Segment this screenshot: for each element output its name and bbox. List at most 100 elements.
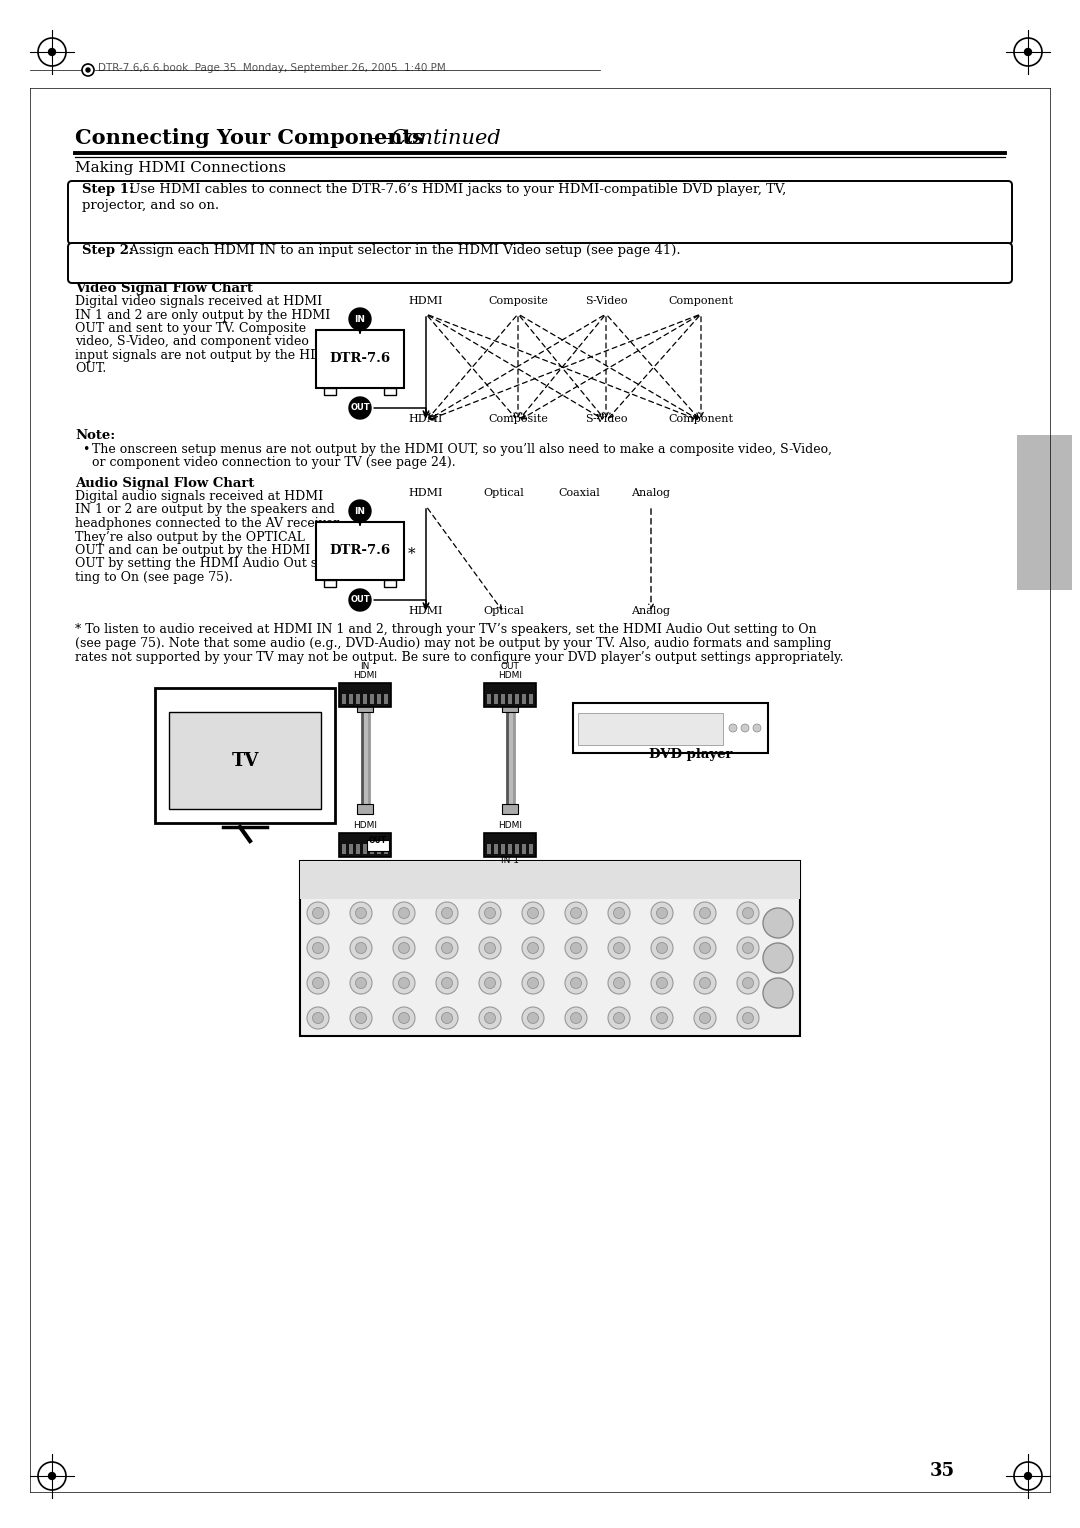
Circle shape: [393, 1007, 415, 1028]
Circle shape: [349, 309, 372, 330]
Bar: [168, 712, 321, 808]
Text: Making HDMI Connections: Making HDMI Connections: [75, 160, 286, 176]
Bar: [349, 694, 352, 704]
Circle shape: [442, 943, 453, 953]
Bar: [356, 843, 360, 854]
Circle shape: [480, 937, 501, 960]
Circle shape: [737, 972, 759, 995]
FancyBboxPatch shape: [339, 683, 391, 707]
Circle shape: [613, 978, 624, 989]
Circle shape: [312, 908, 324, 918]
Text: They’re also output by the OPTICAL: They’re also output by the OPTICAL: [75, 530, 305, 544]
Text: * To listen to audio received at HDMI IN 1 and 2, through your TV’s speakers, se: * To listen to audio received at HDMI IN…: [75, 623, 816, 636]
Text: Composite: Composite: [488, 414, 548, 423]
Bar: [300, 860, 800, 898]
Text: DVD player: DVD player: [649, 749, 732, 761]
Circle shape: [700, 1013, 711, 1024]
Circle shape: [694, 972, 716, 995]
Circle shape: [565, 937, 588, 960]
Circle shape: [436, 902, 458, 924]
Circle shape: [613, 908, 624, 918]
Circle shape: [694, 1007, 716, 1028]
Circle shape: [729, 724, 737, 732]
Text: Composite: Composite: [488, 296, 548, 306]
Bar: [363, 843, 367, 854]
Text: Use HDMI cables to connect the DTR-7.6’s HDMI jacks to your HDMI-compatible DVD : Use HDMI cables to connect the DTR-7.6’s…: [125, 183, 786, 196]
Circle shape: [522, 972, 544, 995]
Text: Analog: Analog: [632, 487, 671, 498]
Bar: [509, 843, 512, 854]
Bar: [300, 860, 800, 1036]
Text: *: *: [408, 547, 416, 561]
Circle shape: [527, 978, 539, 989]
Text: HDMI: HDMI: [408, 414, 443, 423]
Circle shape: [657, 978, 667, 989]
Text: DTR-7.6,6.6.book  Page 35  Monday, September 26, 2005  1:40 PM: DTR-7.6,6.6.book Page 35 Monday, Septemb…: [98, 63, 446, 73]
Text: OUT and sent to your TV. Composite: OUT and sent to your TV. Composite: [75, 322, 306, 335]
Text: Coaxial: Coaxial: [558, 487, 599, 498]
Circle shape: [700, 943, 711, 953]
Text: ting to On (see page 75).: ting to On (see page 75).: [75, 571, 233, 584]
Circle shape: [527, 943, 539, 953]
Text: IN: IN: [354, 506, 365, 515]
Bar: [573, 703, 768, 753]
Bar: [357, 701, 373, 712]
Text: Digital video signals received at HDMI: Digital video signals received at HDMI: [75, 295, 322, 309]
Circle shape: [307, 902, 329, 924]
Circle shape: [349, 397, 372, 419]
Text: Step 1:: Step 1:: [82, 183, 134, 196]
Circle shape: [393, 972, 415, 995]
Circle shape: [700, 908, 711, 918]
Bar: [494, 843, 498, 854]
Text: projector, and so on.: projector, and so on.: [82, 199, 219, 212]
Text: OUT by setting the HDMI Audio Out set-: OUT by setting the HDMI Audio Out set-: [75, 558, 334, 570]
Circle shape: [651, 1007, 673, 1028]
Circle shape: [565, 1007, 588, 1028]
Circle shape: [737, 902, 759, 924]
FancyBboxPatch shape: [484, 683, 536, 707]
FancyBboxPatch shape: [68, 180, 1012, 244]
Circle shape: [393, 937, 415, 960]
Circle shape: [355, 1013, 366, 1024]
Bar: [363, 694, 367, 704]
Circle shape: [480, 1007, 501, 1028]
Text: OUT: OUT: [350, 596, 369, 605]
Text: HDMI: HDMI: [408, 607, 443, 616]
Circle shape: [355, 908, 366, 918]
Circle shape: [1025, 49, 1031, 55]
Text: IN 1: IN 1: [501, 856, 519, 865]
Bar: [501, 694, 504, 704]
Circle shape: [350, 972, 372, 995]
Text: input signals are not output by the HDMI: input signals are not output by the HDMI: [75, 348, 338, 362]
FancyBboxPatch shape: [339, 833, 391, 857]
Text: video, S-Video, and component video: video, S-Video, and component video: [75, 336, 309, 348]
Text: 35: 35: [930, 1462, 955, 1481]
Circle shape: [442, 908, 453, 918]
Circle shape: [608, 972, 630, 995]
FancyBboxPatch shape: [68, 243, 1012, 283]
Bar: [523, 843, 526, 854]
Circle shape: [657, 943, 667, 953]
Circle shape: [399, 978, 409, 989]
Text: DTR-7.6: DTR-7.6: [329, 353, 391, 365]
Text: •: •: [82, 443, 90, 455]
Circle shape: [485, 943, 496, 953]
Bar: [384, 843, 388, 854]
Text: Optical: Optical: [484, 607, 525, 616]
Circle shape: [657, 1013, 667, 1024]
Bar: [509, 694, 512, 704]
Bar: [501, 843, 504, 854]
Circle shape: [522, 937, 544, 960]
Circle shape: [436, 937, 458, 960]
Circle shape: [527, 908, 539, 918]
Bar: [523, 694, 526, 704]
Bar: [502, 804, 518, 814]
Circle shape: [753, 724, 761, 732]
Text: OUT: OUT: [350, 403, 369, 413]
Circle shape: [741, 724, 750, 732]
Text: DTR-7.6: DTR-7.6: [329, 544, 391, 558]
Bar: [324, 388, 336, 396]
Bar: [494, 694, 498, 704]
Circle shape: [312, 978, 324, 989]
Circle shape: [737, 1007, 759, 1028]
